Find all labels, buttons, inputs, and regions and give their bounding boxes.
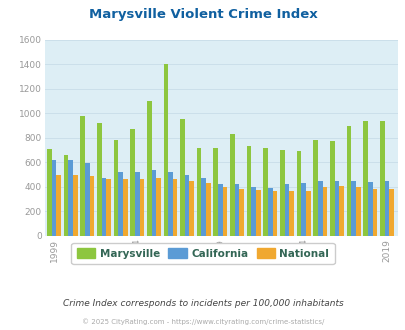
Bar [113, 140, 118, 236]
Bar [213, 148, 217, 236]
Text: © 2025 CityRating.com - https://www.cityrating.com/crime-statistics/: © 2025 CityRating.com - https://www.city… [82, 318, 323, 325]
Bar [206, 182, 210, 236]
Bar [346, 125, 350, 236]
Bar [106, 179, 111, 236]
Bar [263, 148, 267, 236]
Bar [350, 182, 355, 236]
Bar [173, 179, 177, 236]
Bar [296, 151, 301, 236]
Bar [85, 163, 90, 236]
Bar [230, 134, 234, 236]
Bar [64, 155, 68, 236]
Bar [134, 172, 139, 236]
Bar [367, 182, 372, 236]
Bar [355, 187, 360, 236]
Bar [151, 170, 156, 236]
Bar [123, 179, 127, 236]
Bar [130, 129, 134, 236]
Bar [68, 160, 73, 236]
Bar [90, 176, 94, 236]
Bar [301, 183, 305, 236]
Bar [256, 190, 260, 236]
Bar [322, 187, 326, 236]
Bar [97, 123, 101, 236]
Bar [372, 189, 376, 236]
Bar [189, 181, 194, 236]
Bar [284, 184, 289, 236]
Bar [379, 120, 384, 236]
Bar [305, 191, 310, 236]
Bar [184, 175, 189, 236]
Bar [239, 189, 243, 236]
Bar [51, 160, 56, 236]
Bar [388, 189, 393, 236]
Legend: Marysville, California, National: Marysville, California, National [71, 243, 334, 264]
Bar [196, 148, 201, 236]
Bar [168, 172, 173, 236]
Bar [163, 64, 168, 236]
Bar [246, 147, 251, 236]
Bar [47, 149, 51, 236]
Bar [217, 184, 222, 236]
Bar [279, 150, 284, 236]
Bar [180, 119, 184, 236]
Bar [329, 142, 334, 236]
Bar [101, 178, 106, 236]
Bar [272, 190, 277, 236]
Bar [251, 187, 256, 236]
Bar [222, 187, 227, 236]
Bar [80, 116, 85, 236]
Bar [56, 175, 61, 236]
Bar [156, 178, 160, 236]
Bar [267, 188, 272, 236]
Bar [118, 172, 123, 236]
Bar [362, 120, 367, 236]
Bar [201, 178, 206, 236]
Text: Marysville Violent Crime Index: Marysville Violent Crime Index [88, 8, 317, 21]
Bar [147, 101, 151, 236]
Bar [384, 181, 388, 236]
Bar [73, 175, 77, 236]
Bar [139, 179, 144, 236]
Bar [339, 186, 343, 236]
Bar [317, 182, 322, 236]
Bar [234, 184, 239, 236]
Bar [289, 190, 293, 236]
Bar [334, 181, 339, 236]
Text: Crime Index corresponds to incidents per 100,000 inhabitants: Crime Index corresponds to incidents per… [62, 299, 343, 308]
Bar [313, 140, 317, 236]
